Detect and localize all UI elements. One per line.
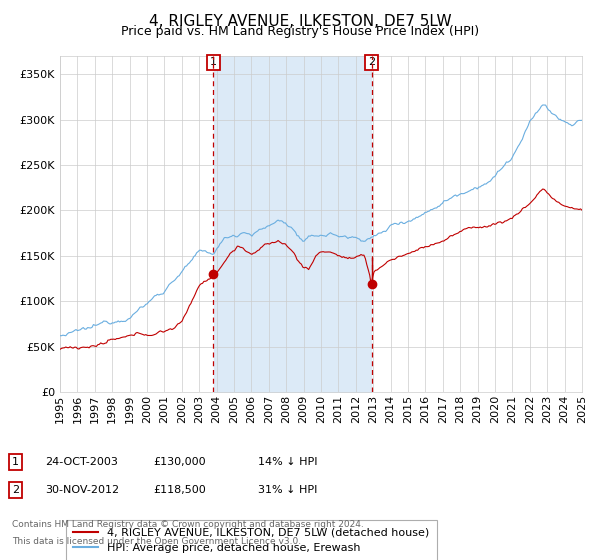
- Text: 31% ↓ HPI: 31% ↓ HPI: [258, 485, 317, 495]
- Text: 4, RIGLEY AVENUE, ILKESTON, DE7 5LW: 4, RIGLEY AVENUE, ILKESTON, DE7 5LW: [149, 14, 451, 29]
- Text: 14% ↓ HPI: 14% ↓ HPI: [258, 457, 317, 467]
- Text: 1: 1: [210, 57, 217, 67]
- Text: £118,500: £118,500: [153, 485, 206, 495]
- Text: Contains HM Land Registry data © Crown copyright and database right 2024.: Contains HM Land Registry data © Crown c…: [12, 520, 364, 529]
- Text: 2: 2: [368, 57, 376, 67]
- Text: Price paid vs. HM Land Registry's House Price Index (HPI): Price paid vs. HM Land Registry's House …: [121, 25, 479, 38]
- Text: 2: 2: [12, 485, 19, 495]
- Text: £130,000: £130,000: [153, 457, 206, 467]
- Text: This data is licensed under the Open Government Licence v3.0.: This data is licensed under the Open Gov…: [12, 537, 301, 546]
- Text: 1: 1: [12, 457, 19, 467]
- Text: 24-OCT-2003: 24-OCT-2003: [45, 457, 118, 467]
- Text: 30-NOV-2012: 30-NOV-2012: [45, 485, 119, 495]
- Legend: 4, RIGLEY AVENUE, ILKESTON, DE7 5LW (detached house), HPI: Average price, detach: 4, RIGLEY AVENUE, ILKESTON, DE7 5LW (det…: [65, 520, 437, 560]
